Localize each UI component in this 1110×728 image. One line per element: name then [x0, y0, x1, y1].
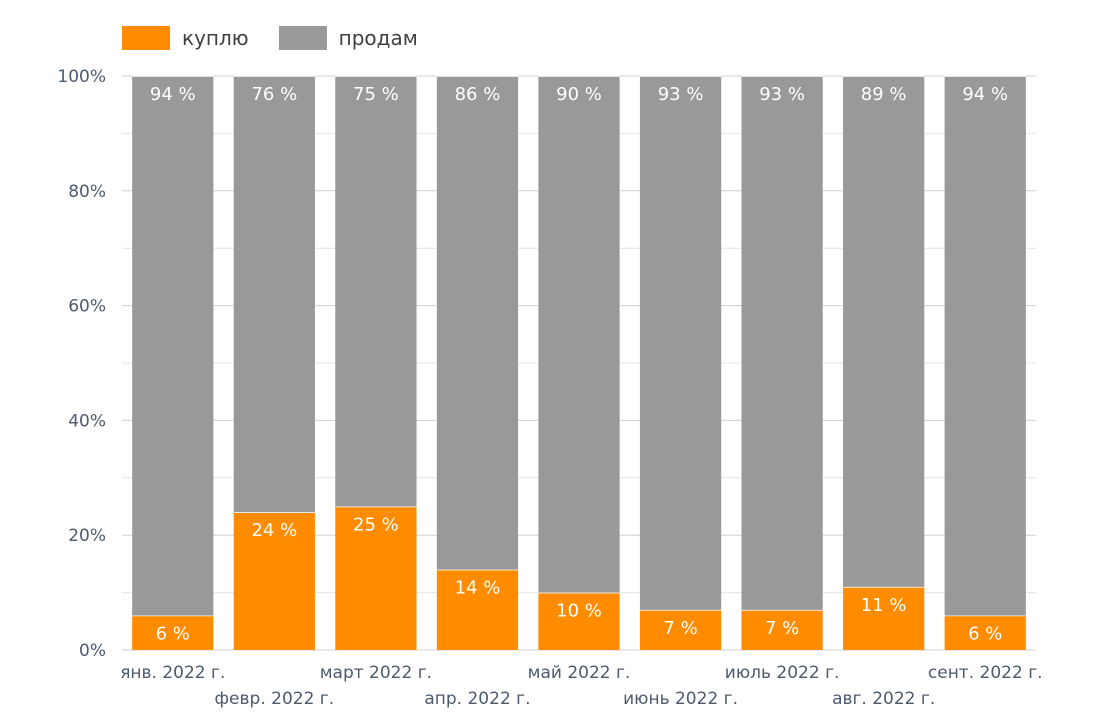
x-tick-label: февр. 2022 г.: [215, 689, 335, 709]
bar-segment-buy: [132, 615, 214, 650]
bar-segment-sell: [436, 76, 519, 570]
data-label-buy: 11 %: [861, 595, 907, 616]
data-label-buy: 6 %: [968, 624, 1002, 645]
x-tick-label: май 2022 г.: [528, 663, 631, 683]
x-tick-label: янв. 2022 г.: [120, 663, 225, 683]
y-tick-label: 20%: [68, 526, 106, 546]
bar-segment-buy: [741, 609, 823, 650]
legend-swatch-buy: [122, 26, 170, 50]
data-label-sell: 89 %: [861, 84, 907, 105]
data-label-buy: 7 %: [663, 618, 697, 639]
data-label-sell: 94 %: [150, 84, 196, 105]
legend: куплю продам: [122, 26, 448, 50]
bar-segment-buy: [944, 615, 1026, 650]
bar-segment-buy: [843, 586, 925, 650]
y-tick-label: 80%: [68, 182, 106, 202]
data-label-sell: 75 %: [353, 84, 399, 105]
legend-item-buy: куплю: [122, 26, 249, 50]
data-label-sell: 94 %: [962, 84, 1008, 105]
x-tick-label: март 2022 г.: [320, 663, 432, 683]
data-label-buy: 10 %: [556, 601, 602, 622]
data-label-sell: 76 %: [251, 84, 297, 105]
data-label-sell: 86 %: [455, 84, 501, 105]
bar-segment-sell: [944, 76, 1026, 616]
y-tick-label: 100%: [57, 67, 106, 87]
bar-segment-sell: [843, 76, 925, 587]
data-label-sell: 93 %: [658, 84, 704, 105]
bar-segment-sell: [132, 76, 214, 616]
x-tick-label: авг. 2022 г.: [832, 689, 935, 709]
bar-segment-sell: [741, 76, 823, 610]
data-label-buy: 7 %: [765, 618, 799, 639]
bar-segment-buy: [538, 592, 620, 650]
data-label-sell: 90 %: [556, 84, 602, 105]
y-tick-label: 40%: [68, 411, 106, 431]
bar-segment-sell: [538, 76, 620, 593]
bar-segment-sell: [639, 76, 722, 610]
x-tick-label: апр. 2022 г.: [424, 689, 530, 709]
bar-segment-buy: [639, 609, 722, 650]
legend-item-sell: продам: [278, 26, 418, 50]
bar-segment-sell: [233, 76, 315, 513]
bar-segment-buy: [436, 569, 519, 650]
data-label-buy: 14 %: [455, 578, 501, 599]
data-label-buy: 6 %: [156, 624, 190, 645]
bar-segment-sell: [335, 76, 417, 507]
x-tick-label: июнь 2022 г.: [623, 689, 738, 709]
y-tick-label: 0%: [79, 641, 106, 661]
bar-segment-buy: [233, 512, 315, 650]
x-tick-label: июль 2022 г.: [725, 663, 840, 683]
y-tick-label: 60%: [68, 297, 106, 317]
bar-segment-buy: [335, 506, 417, 650]
data-label-buy: 24 %: [251, 520, 297, 541]
x-tick-label: сент. 2022 г.: [928, 663, 1043, 683]
data-label-buy: 25 %: [353, 515, 399, 536]
legend-label-sell: продам: [338, 26, 418, 50]
data-label-sell: 93 %: [759, 84, 805, 105]
legend-swatch-sell: [278, 26, 327, 50]
legend-label-buy: куплю: [182, 26, 249, 50]
